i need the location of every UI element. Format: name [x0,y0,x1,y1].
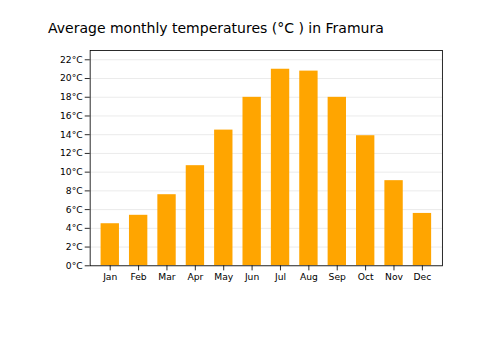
svg-text:2°C: 2°C [66,241,83,252]
svg-text:20°C: 20°C [60,72,83,83]
svg-text:Nov: Nov [385,271,403,282]
svg-text:10°C: 10°C [60,166,83,177]
svg-text:22°C: 22°C [60,54,83,65]
svg-text:4°C: 4°C [66,222,83,233]
svg-text:16°C: 16°C [60,110,83,121]
svg-text:Apr: Apr [187,271,203,282]
html-text:Average monthly temperatures (: Average monthly temperatures (°C ) in Fr… [48,20,384,36]
svg-text:May: May [214,271,234,282]
svg-text:Oct: Oct [358,271,374,282]
svg-text:Dec: Dec [413,271,431,282]
svg-text:12°C: 12°C [60,147,83,158]
svg-text:18°C: 18°C [60,91,83,102]
svg-text:Feb: Feb [130,271,146,282]
svg-text:Mar: Mar [158,271,176,282]
svg-text:Jan: Jan [102,271,117,282]
svg-text:Sep: Sep [329,271,346,282]
svg-text:14°C: 14°C [60,129,83,140]
svg-text:Aug: Aug [300,271,318,282]
svg-text:6°C: 6°C [66,204,83,215]
svg-text:8°C: 8°C [66,185,83,196]
svg-text:0°C: 0°C [66,260,83,271]
svg-text:Jun: Jun [244,271,260,282]
svg-text:Jul: Jul [274,271,286,282]
